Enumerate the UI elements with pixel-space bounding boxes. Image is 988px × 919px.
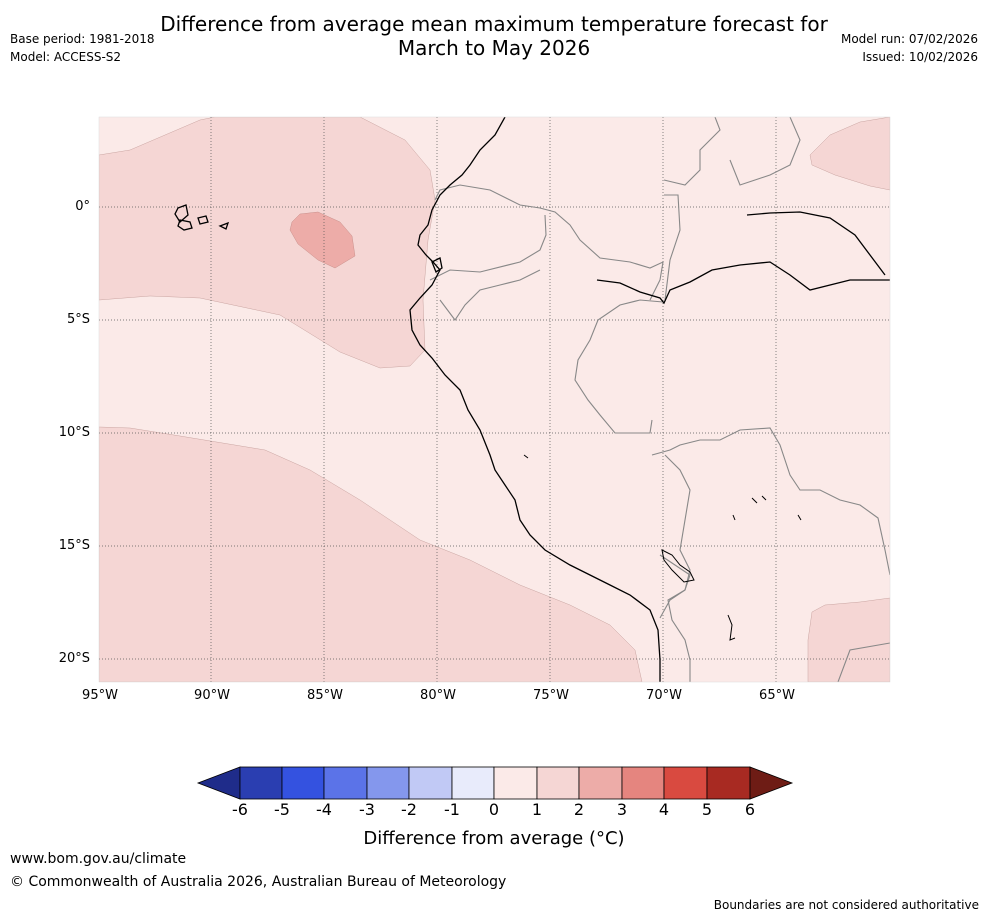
title-line-1: Difference from average mean maximum tem…	[160, 12, 828, 36]
lon-label-95w: 95°W	[82, 688, 118, 703]
colorbar-tick: -6	[232, 800, 248, 819]
issued-date: Issued: 10/02/2026	[862, 50, 978, 64]
website-link[interactable]: www.bom.gov.au/climate	[10, 851, 187, 867]
anomaly-region-patch	[289, 211, 356, 269]
colorbar-bin	[239, 766, 283, 800]
colorbar-bin	[706, 766, 751, 800]
colorbar-bin	[408, 766, 453, 800]
colorbar-high-arrow	[749, 766, 794, 800]
lon-label-80w: 80°W	[420, 688, 456, 703]
colorbar-low-arrow	[196, 766, 241, 800]
colorbar-bin	[578, 766, 623, 800]
model-name: Model: ACCESS-S2	[10, 50, 122, 64]
lat-label-5s: 5°S	[66, 312, 90, 327]
lat-label-20s: 20°S	[58, 651, 90, 666]
lake-titicaca	[661, 549, 695, 583]
coastline	[174, 117, 890, 682]
page-title: Difference from average mean maximum tem…	[0, 12, 988, 60]
colorbar-tick: 0	[488, 800, 500, 819]
small-lakes	[523, 454, 802, 641]
colorbar-tick: 1	[531, 800, 543, 819]
lon-label-90w: 90°W	[194, 688, 230, 703]
lat-label-10s: 10°S	[58, 425, 90, 440]
anomaly-region-ne	[809, 117, 890, 191]
colorbar-tick: -4	[316, 800, 332, 819]
model-run: Model run: 07/02/2026	[840, 32, 978, 46]
colorbar-tick: 4	[658, 800, 670, 819]
colorbar	[196, 766, 794, 800]
colorbar-tick: 5	[701, 800, 713, 819]
anomaly-region-sw	[99, 426, 643, 682]
colorbar-tick: -2	[401, 800, 417, 819]
lat-label-0: 0°	[75, 199, 90, 214]
gridlines	[99, 117, 890, 682]
anomaly-region-nw	[99, 117, 436, 369]
meta-right: Model run: 07/02/2026 Issued: 10/02/2026	[841, 30, 978, 66]
title-line-2: March to May 2026	[397, 36, 591, 60]
colorbar-tick: 2	[573, 800, 585, 819]
colorbar-tick: -3	[359, 800, 375, 819]
colorbar-bin	[663, 766, 708, 800]
colorbar-tick: 3	[616, 800, 628, 819]
colorbar-bin	[621, 766, 665, 800]
colorbar-tick: 6	[744, 800, 756, 819]
lon-label-85w: 85°W	[307, 688, 343, 703]
lon-label-65w: 65°W	[759, 688, 795, 703]
lat-label-15s: 15°S	[58, 538, 90, 553]
copyright-notice: © Commonwealth of Australia 2026, Austra…	[10, 874, 507, 890]
map-frame	[98, 116, 891, 683]
country-borders	[429, 117, 890, 682]
colorbar-bin	[493, 766, 538, 800]
anomaly-region-se	[807, 597, 890, 682]
colorbar-bin	[281, 766, 325, 800]
colorbar-tick: -5	[274, 800, 290, 819]
colorbar-tick: -1	[444, 800, 460, 819]
colorbar-bin	[451, 766, 495, 800]
colorbar-bin	[366, 766, 410, 800]
lon-label-70w: 70°W	[646, 688, 682, 703]
colorbar-bin	[323, 766, 368, 800]
boundary-disclaimer: Boundaries are not considered authoritat…	[713, 898, 979, 912]
lon-label-75w: 75°W	[533, 688, 569, 703]
base-period: Base period: 1981-2018	[10, 32, 155, 46]
colorbar-bin	[536, 766, 580, 800]
colorbar-label: Difference from average (°C)	[363, 828, 625, 849]
meta-left: Base period: 1981-2018 Model: ACCESS-S2	[10, 30, 155, 66]
